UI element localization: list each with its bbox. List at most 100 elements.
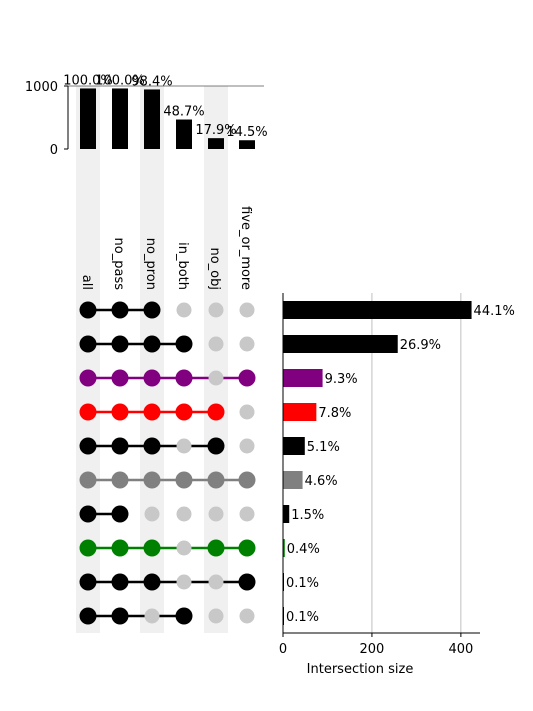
matrix-dot-active (143, 437, 161, 455)
matrix-row (79, 335, 255, 353)
intersection-bar-label: 44.1% (474, 304, 515, 319)
intersection-bar-label: 1.5% (291, 508, 324, 523)
matrix-row (79, 505, 255, 523)
matrix-dot-inactive (208, 370, 224, 386)
intersection-bar-label: 4.6% (305, 474, 338, 489)
set-bar-five_or_more (239, 140, 255, 149)
set-axis-tick-label: 1000 (25, 80, 58, 95)
intersection-bar (283, 505, 290, 523)
set-bar-no_pass (112, 88, 128, 149)
matrix-row (79, 437, 255, 455)
matrix-dot-active (143, 573, 161, 591)
matrix-dot-active (79, 301, 97, 319)
set-name-no_obj: no_obj (207, 247, 222, 290)
matrix-dot-inactive (239, 506, 255, 522)
set-name-five_or_more: five_or_more (238, 206, 253, 290)
intersection-matrix (79, 301, 256, 625)
matrix-dot-inactive (208, 302, 224, 318)
matrix-dot-active (238, 471, 256, 489)
intersection-bar (283, 369, 323, 387)
intersection-bar-label: 7.8% (318, 406, 351, 421)
intersection-bar-label: 5.1% (307, 440, 340, 455)
set-bar-label: 100.0% (63, 73, 113, 88)
matrix-dot-inactive (176, 302, 192, 318)
matrix-dot-active (143, 403, 161, 421)
matrix-dot-inactive (176, 540, 192, 556)
matrix-dot-active (175, 607, 193, 625)
set-bar-label: 98.4% (131, 74, 172, 89)
x-axis-label: Intersection size (307, 662, 414, 677)
matrix-dot-active (143, 301, 161, 319)
matrix-dot-active (111, 607, 129, 625)
set-name-in_both: in_both (175, 242, 190, 290)
matrix-dot-active (207, 403, 225, 421)
set-name-no_pron: no_pron (143, 238, 158, 290)
intersection-bars: 44.1% 26.9% 9.3% 7.8% 5.1% 4.6% 1.5% 0.4% 0.1% 0.… (283, 301, 515, 625)
intersection-axis: Intersection size 0 200 400 (279, 293, 480, 677)
matrix-dot-inactive (176, 506, 192, 522)
intersection-bar (283, 539, 285, 557)
set-axis-tick-label: 0 (50, 143, 58, 158)
matrix-dot-active (111, 369, 129, 387)
column-shading (76, 86, 228, 633)
matrix-dot-active (238, 369, 256, 387)
intersection-bar-label: 9.3% (325, 372, 358, 387)
matrix-dot-active (111, 437, 129, 455)
intersection-bar (283, 301, 472, 319)
matrix-dot-active (238, 539, 256, 557)
matrix-row (79, 607, 255, 625)
set-bar-in_both (176, 119, 192, 149)
set-bar-no_pron (144, 89, 160, 149)
matrix-row (79, 369, 256, 387)
matrix-dot-active (143, 539, 161, 557)
set-name-all: all (79, 275, 94, 290)
set-name-no_pass: no_pass (111, 238, 126, 291)
matrix-dot-active (111, 403, 129, 421)
set-bar-no_obj (208, 138, 224, 149)
matrix-dot-active (111, 335, 129, 353)
matrix-dot-active (79, 403, 97, 421)
intersection-axis-tick-label: 200 (360, 642, 385, 657)
matrix-row (79, 403, 255, 421)
matrix-dot-inactive (239, 336, 255, 352)
matrix-dot-inactive (144, 506, 160, 522)
matrix-dot-active (111, 573, 129, 591)
matrix-dot-inactive (144, 608, 160, 624)
intersection-bar (283, 403, 317, 421)
matrix-dot-active (79, 369, 97, 387)
matrix-dot-active (207, 471, 225, 489)
matrix-row (79, 471, 256, 489)
set-name-labels: all no_pass no_pron in_both no_obj five_or_mo… (79, 206, 253, 290)
matrix-dot-active (143, 335, 161, 353)
intersection-bar (283, 335, 398, 353)
set-bar-label: 100.0% (95, 73, 145, 88)
matrix-row (79, 301, 255, 319)
matrix-row (79, 573, 256, 591)
matrix-dot-inactive (239, 302, 255, 318)
set-bar-label: 17.9% (195, 123, 236, 138)
intersection-axis-tick-label: 0 (279, 642, 287, 657)
set-size-bars: 100.0%100.0%98.4%48.7%17.9%14.5% (63, 73, 268, 149)
matrix-dot-active (175, 471, 193, 489)
matrix-dot-active (175, 403, 193, 421)
matrix-dot-active (175, 369, 193, 387)
matrix-dot-inactive (208, 336, 224, 352)
matrix-dot-active (79, 471, 97, 489)
intersection-bar-label: 0.1% (286, 576, 319, 591)
matrix-dot-inactive (208, 506, 224, 522)
matrix-dot-active (79, 539, 97, 557)
matrix-dot-active (175, 335, 193, 353)
matrix-dot-inactive (239, 608, 255, 624)
matrix-dot-active (143, 369, 161, 387)
matrix-dot-active (79, 335, 97, 353)
matrix-dot-inactive (239, 404, 255, 420)
matrix-dot-active (79, 437, 97, 455)
matrix-dot-active (111, 539, 129, 557)
matrix-dot-active (207, 539, 225, 557)
matrix-dot-active (238, 573, 256, 591)
matrix-dot-inactive (239, 438, 255, 454)
intersection-bar (283, 471, 303, 489)
intersection-bar-label: 26.9% (400, 338, 441, 353)
matrix-dot-active (111, 301, 129, 319)
